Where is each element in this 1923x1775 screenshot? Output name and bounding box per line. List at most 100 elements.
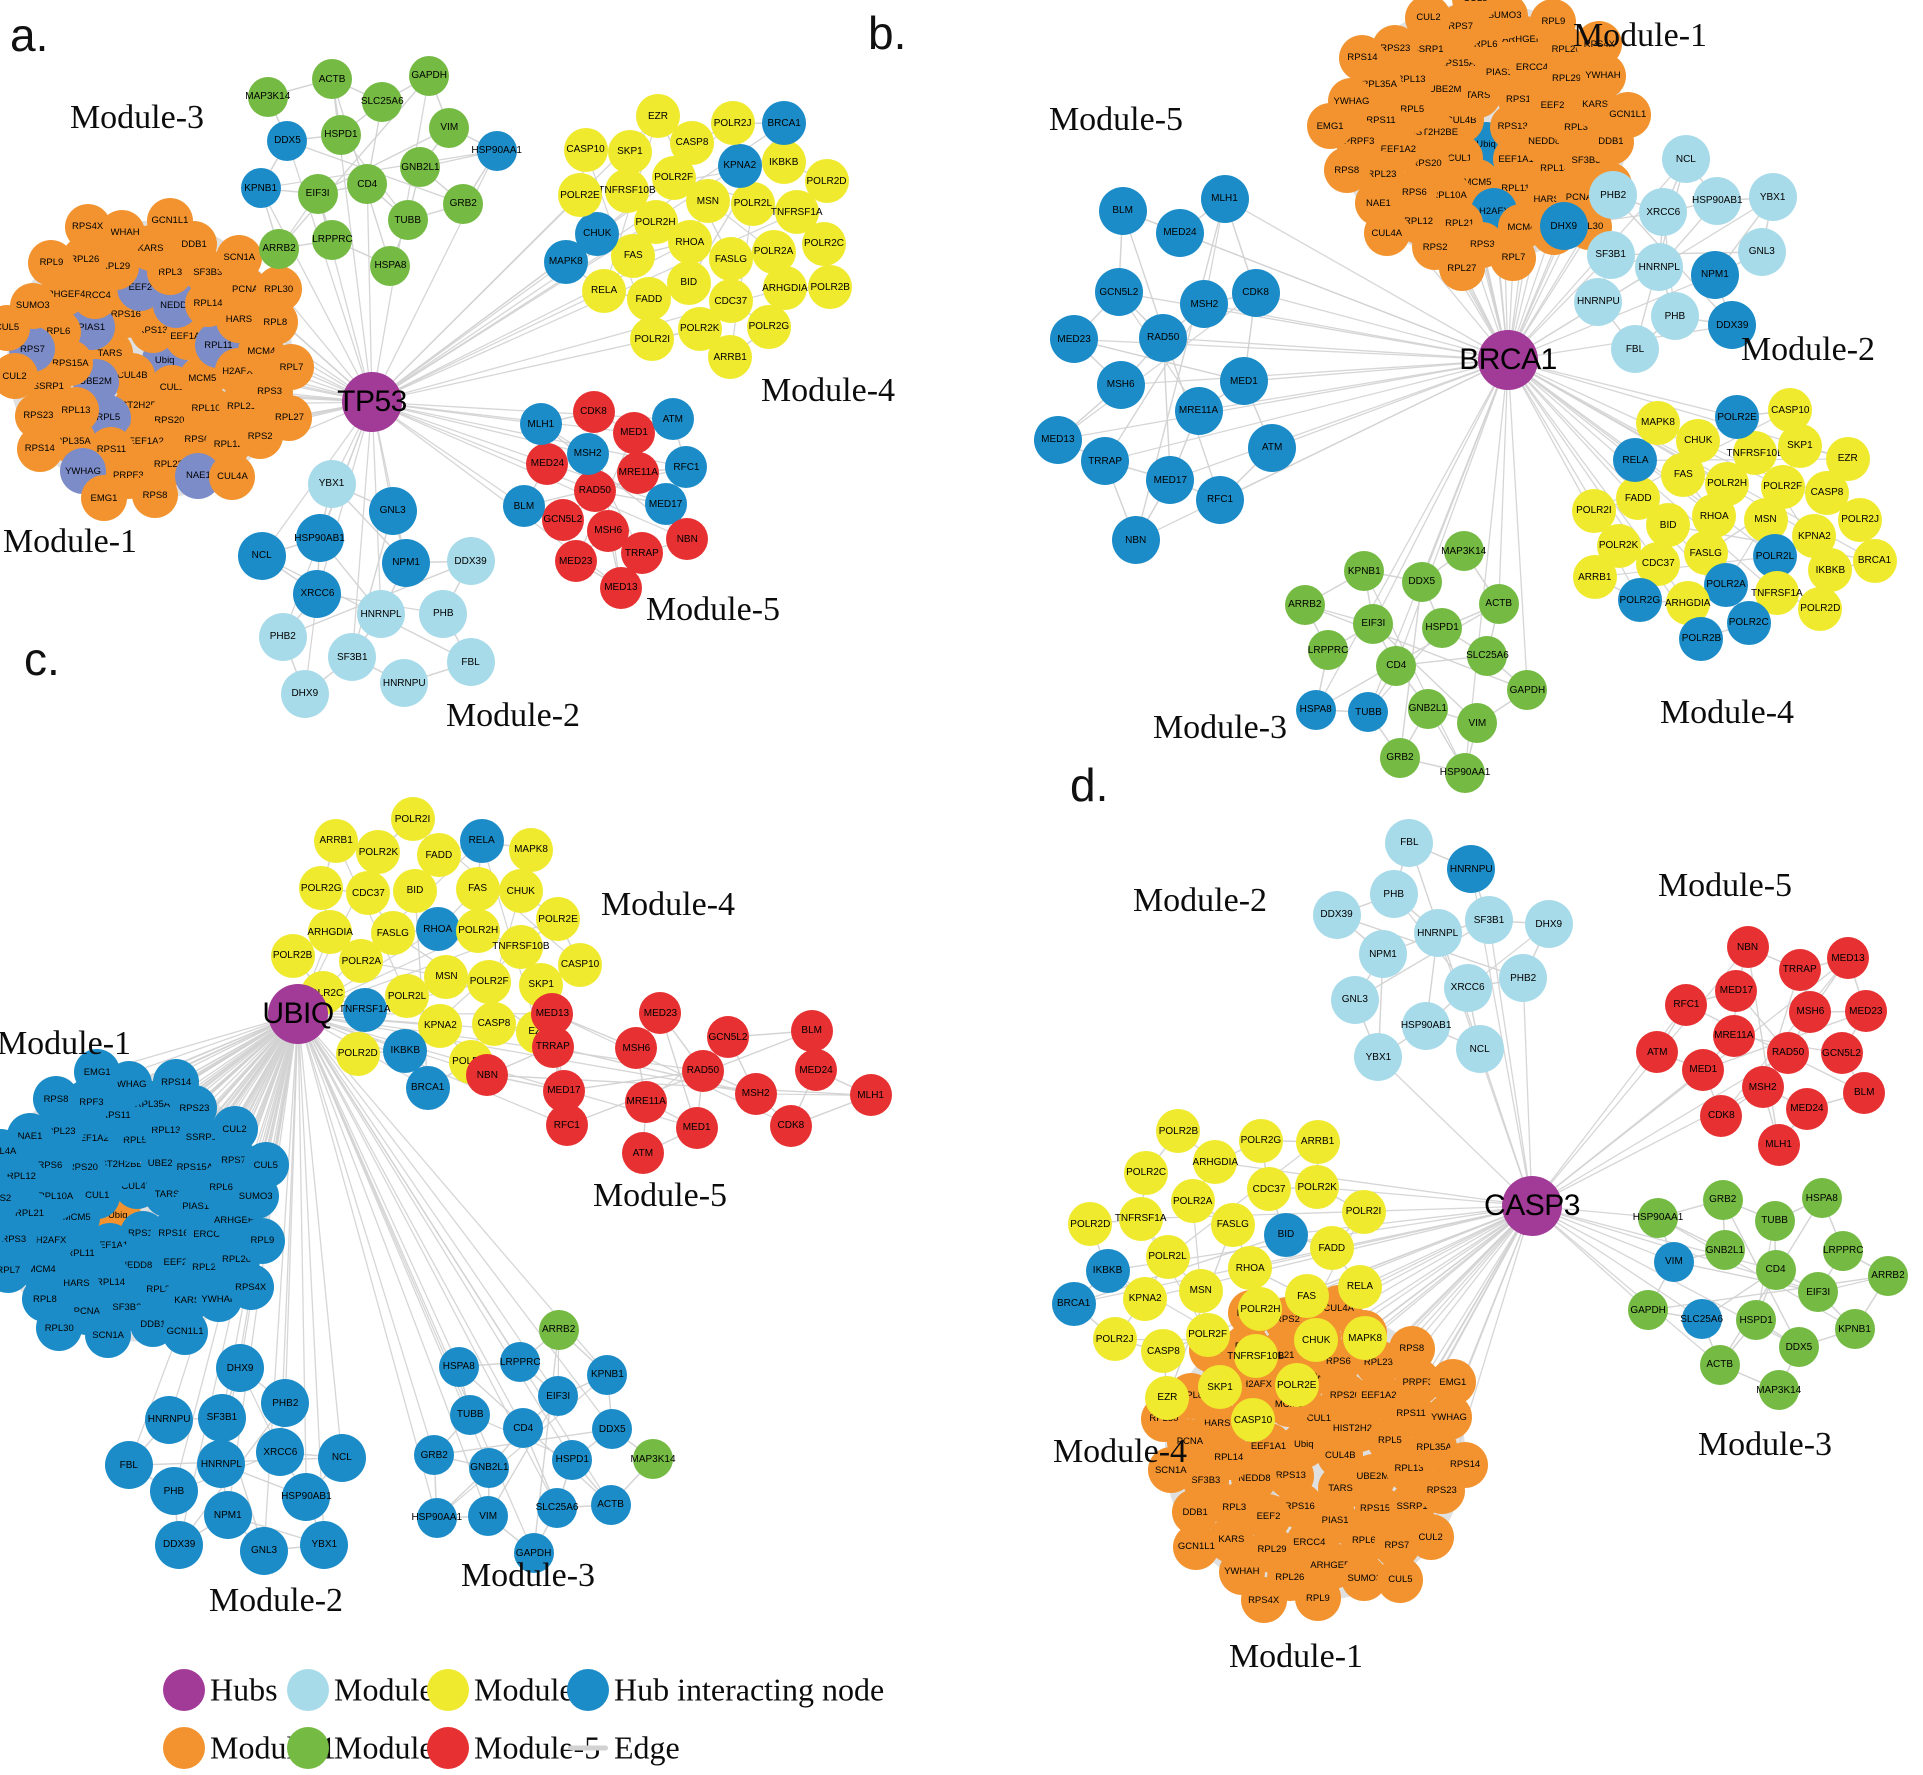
node-dhx9[interactable]: DHX9 <box>280 669 329 718</box>
node-gapdh[interactable]: GAPDH <box>409 55 450 96</box>
node-eif3i[interactable]: EIF3I <box>1798 1272 1839 1313</box>
node-med24[interactable]: MED24 <box>795 1049 838 1092</box>
node-msh2[interactable]: MSH2 <box>566 432 609 475</box>
node-kpnb1[interactable]: KPNB1 <box>1834 1309 1875 1350</box>
node-phb[interactable]: PHB <box>419 589 468 638</box>
node-grb2[interactable]: GRB2 <box>443 183 484 224</box>
node-rpl30[interactable]: RPL30 <box>255 266 302 312</box>
node-ikbkb[interactable]: IKBKB <box>761 140 806 184</box>
node-skp1[interactable]: SKP1 <box>1197 1365 1242 1410</box>
node-brca1[interactable]: BRCA1 <box>405 1065 450 1110</box>
node-rhoa[interactable]: RHOA <box>1228 1246 1273 1291</box>
node-chuk[interactable]: CHUK <box>1676 418 1721 463</box>
node-rps14[interactable]: RPS14 <box>1442 1441 1489 1488</box>
node-slc25a6[interactable]: SLC25A6 <box>1680 1299 1723 1340</box>
node-lrpprc[interactable]: LRPPRC <box>1823 1230 1864 1271</box>
node-med23[interactable]: MED23 <box>1844 990 1887 1033</box>
node-polr2h[interactable]: POLR2H <box>1238 1287 1283 1332</box>
node-polr2k[interactable]: POLR2K <box>1295 1165 1340 1210</box>
node-cd4[interactable]: CD4 <box>1376 645 1417 686</box>
node-med17[interactable]: MED17 <box>1146 456 1195 504</box>
node-ybx1[interactable]: YBX1 <box>307 459 356 508</box>
node-hsp90aa1[interactable]: HSP90AA1 <box>1440 752 1490 793</box>
node-hsp90aa1[interactable]: HSP90AA1 <box>411 1497 462 1538</box>
node-fbl[interactable]: FBL <box>446 638 495 687</box>
hub-node-tp53[interactable] <box>342 372 402 432</box>
node-polr2b[interactable]: POLR2B <box>270 933 315 978</box>
node-vim[interactable]: VIM <box>468 1496 509 1537</box>
node-med1[interactable]: MED1 <box>1219 357 1268 406</box>
node-polr2j[interactable]: POLR2J <box>1838 497 1883 542</box>
node-scn1a[interactable]: SCN1A <box>216 234 263 281</box>
node-cdk8[interactable]: CDK8 <box>1700 1094 1743 1137</box>
node-med1[interactable]: MED1 <box>613 411 656 454</box>
node-faslg[interactable]: FASLG <box>1210 1202 1255 1247</box>
node-fadd[interactable]: FADD <box>416 833 461 878</box>
node-polr2i[interactable]: POLR2I <box>630 317 675 362</box>
node-bid[interactable]: BID <box>1263 1212 1308 1257</box>
node-msh2[interactable]: MSH2 <box>1741 1066 1784 1109</box>
node-phb2[interactable]: PHB2 <box>258 612 307 661</box>
node-polr2a[interactable]: POLR2A <box>1704 562 1749 607</box>
node-map3k14[interactable]: MAP3K14 <box>1756 1370 1801 1411</box>
node-emg1[interactable]: EMG1 <box>80 475 127 522</box>
node-ddx5[interactable]: DDX5 <box>1778 1327 1819 1368</box>
node-tubb[interactable]: TUBB <box>387 200 428 241</box>
node-hnrnpu[interactable]: HNRNPU <box>145 1395 194 1444</box>
node-actb[interactable]: ACTB <box>1478 583 1519 624</box>
node-ezr[interactable]: EZR <box>635 94 680 139</box>
node-gapdh[interactable]: GAPDH <box>1507 670 1548 711</box>
node-polr2i[interactable]: POLR2I <box>390 797 435 842</box>
node-cul2[interactable]: CUL2 <box>1407 1514 1454 1561</box>
node-actb[interactable]: ACTB <box>590 1484 631 1525</box>
node-casp10[interactable]: CASP10 <box>558 942 603 987</box>
node-polr2c[interactable]: POLR2C <box>802 221 847 266</box>
node-gcn1l1[interactable]: GCN1L1 <box>146 197 193 244</box>
node-rps8[interactable]: RPS8 <box>32 1076 79 1123</box>
node-fbl[interactable]: FBL <box>1610 325 1659 374</box>
node-kpnb1[interactable]: KPNB1 <box>240 168 281 209</box>
node-hsp90ab1[interactable]: HSP90AB1 <box>281 1472 332 1521</box>
node-phb2[interactable]: PHB2 <box>1499 954 1548 1003</box>
node-sf3b1[interactable]: SF3B1 <box>1586 230 1635 279</box>
node-blm[interactable]: BLM <box>502 485 545 528</box>
node-polr2j[interactable]: POLR2J <box>710 101 755 146</box>
node-rfc1[interactable]: RFC1 <box>545 1104 588 1147</box>
node-brca1[interactable]: BRCA1 <box>762 101 807 146</box>
node-chuk[interactable]: CHUK <box>1294 1318 1339 1363</box>
node-kpna2[interactable]: KPNA2 <box>1123 1276 1168 1321</box>
node-arrb2[interactable]: ARRB2 <box>538 1309 579 1350</box>
node-polr2a[interactable]: POLR2A <box>1170 1179 1215 1224</box>
node-slc25a6[interactable]: SLC25A6 <box>1466 635 1509 676</box>
node-nbn[interactable]: NBN <box>1726 926 1769 969</box>
node-mlh1[interactable]: MLH1 <box>519 403 562 446</box>
node-hnrnpl[interactable]: HNRNPL <box>357 590 406 639</box>
hub-node-ubiq[interactable] <box>268 984 328 1044</box>
node-rps4x[interactable]: RPS4X <box>1240 1577 1287 1623</box>
node-polr2b[interactable]: POLR2B <box>808 265 853 310</box>
node-grb2[interactable]: GRB2 <box>1702 1179 1743 1220</box>
node-trrap[interactable]: TRRAP <box>1081 437 1130 486</box>
node-cdk8[interactable]: CDK8 <box>1231 268 1280 317</box>
node-rps4x[interactable]: RPS4X <box>64 203 111 250</box>
node-hsp90ab1[interactable]: HSP90AB1 <box>294 514 345 563</box>
node-fbl[interactable]: FBL <box>104 1441 153 1490</box>
node-rpl27[interactable]: RPL27 <box>266 394 313 441</box>
node-med13[interactable]: MED13 <box>599 566 642 609</box>
node-brca1[interactable]: BRCA1 <box>1852 538 1897 583</box>
node-arrb1[interactable]: ARRB1 <box>1572 555 1617 600</box>
node-fadd[interactable]: FADD <box>1616 476 1661 521</box>
node-npm1[interactable]: NPM1 <box>1358 930 1407 979</box>
node-hsp90ab1[interactable]: HSP90AB1 <box>1401 1001 1451 1050</box>
node-gcn5l2[interactable]: GCN5L2 <box>706 1016 749 1059</box>
node-kpnb1[interactable]: KPNB1 <box>1344 551 1385 592</box>
node-polr2b[interactable]: POLR2B <box>1679 616 1724 661</box>
node-rela[interactable]: RELA <box>459 818 504 863</box>
node-med1[interactable]: MED1 <box>1682 1048 1725 1091</box>
node-arhgdia[interactable]: ARHGDIA <box>1193 1140 1238 1185</box>
node-med17[interactable]: MED17 <box>1715 969 1758 1012</box>
node-atm[interactable]: ATM <box>1636 1031 1679 1074</box>
node-dhx9[interactable]: DHX9 <box>1524 900 1573 949</box>
node-trrap[interactable]: TRRAP <box>1778 948 1821 991</box>
node-nbn[interactable]: NBN <box>666 518 709 561</box>
